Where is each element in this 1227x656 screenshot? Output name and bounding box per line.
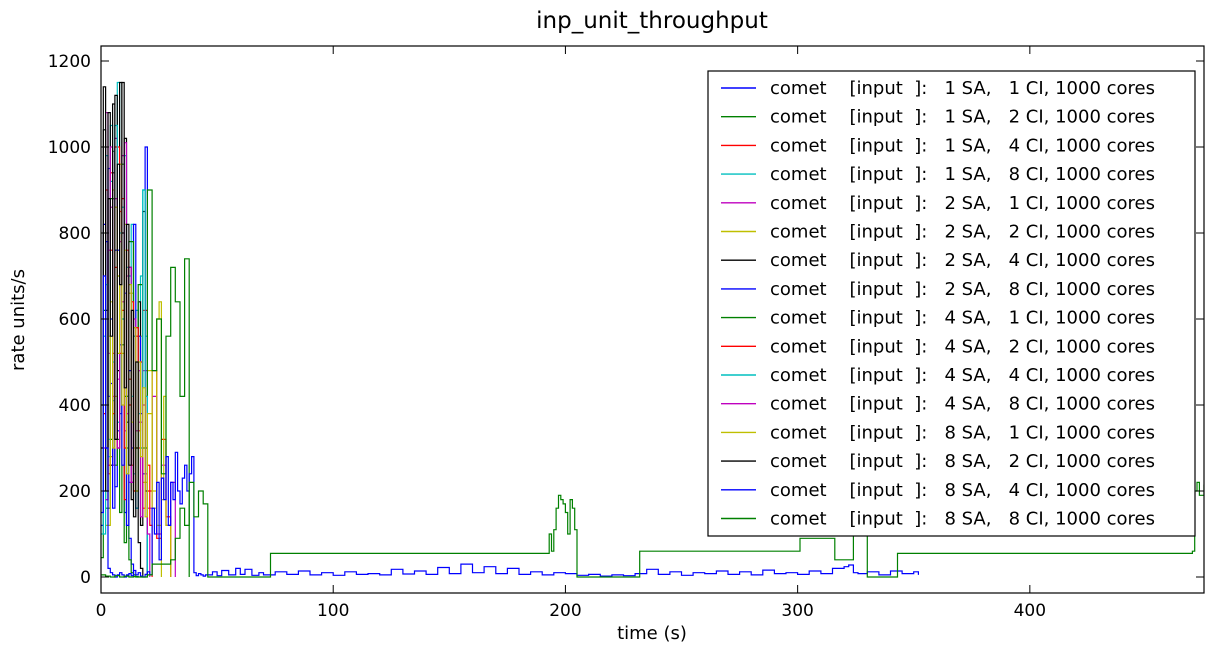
y-tick-label: 400 xyxy=(59,396,91,416)
y-tick-label: 200 xyxy=(59,482,91,502)
x-axis-label: time (s) xyxy=(617,623,687,644)
legend-label: comet [input ]: 4 SA, 8 CI, 1000 cores xyxy=(770,394,1155,415)
x-tick-label: 100 xyxy=(317,601,349,621)
y-tick-label: 600 xyxy=(59,310,91,330)
legend-label: comet [input ]: 8 SA, 4 CI, 1000 cores xyxy=(770,480,1155,501)
legend-label: comet [input ]: 1 SA, 1 CI, 1000 cores xyxy=(770,78,1155,99)
legend: comet [input ]: 1 SA, 1 CI, 1000 cores co… xyxy=(707,70,1196,537)
legend-label: comet [input ]: 2 SA, 8 CI, 1000 cores xyxy=(770,279,1155,300)
chart-title: inp_unit_throughput xyxy=(536,8,768,34)
legend-label: comet [input ]: 8 SA, 2 CI, 1000 cores xyxy=(770,451,1155,472)
y-tick-label: 800 xyxy=(59,224,91,244)
legend-label: comet [input ]: 4 SA, 2 CI, 1000 cores xyxy=(770,336,1155,357)
series-line-5 xyxy=(103,112,176,577)
series-line-16 xyxy=(101,481,1204,578)
y-tick-label: 1200 xyxy=(48,52,91,72)
y-tick-label: 0 xyxy=(80,568,91,588)
series-line-15 xyxy=(101,275,919,578)
legend-label: comet [input ]: 1 SA, 4 CI, 1000 cores xyxy=(770,135,1155,156)
legend-label: comet [input ]: 2 SA, 2 CI, 1000 cores xyxy=(770,222,1155,243)
legend-label: comet [input ]: 2 SA, 4 CI, 1000 cores xyxy=(770,250,1155,271)
legend-label: comet [input ]: 8 SA, 8 CI, 1000 cores xyxy=(770,509,1155,530)
x-tick-label: 400 xyxy=(1014,601,1046,621)
legend-box xyxy=(707,70,1196,537)
legend-label: comet [input ]: 2 SA, 1 CI, 1000 cores xyxy=(770,193,1155,214)
legend-label: comet [input ]: 1 SA, 8 CI, 1000 cores xyxy=(770,164,1155,185)
axes: 0 100 200 300 400 0 200 400 600 800 1000 1200 xyxy=(48,45,1205,621)
series-line-14 xyxy=(101,81,144,577)
x-tick-label: 300 xyxy=(781,601,813,621)
y-tick-label: 1000 xyxy=(48,138,91,158)
legend-label: comet [input ]: 8 SA, 1 CI, 1000 cores xyxy=(770,422,1155,443)
plot-area xyxy=(101,81,1204,578)
legend-label: comet [input ]: 4 SA, 4 CI, 1000 cores xyxy=(770,365,1155,386)
legend-label: comet [input ]: 4 SA, 1 CI, 1000 cores xyxy=(770,308,1155,329)
y-axis-label: rate units/s xyxy=(8,269,29,371)
legend-label: comet [input ]: 1 SA, 2 CI, 1000 cores xyxy=(770,107,1155,128)
x-tick-label: 0 xyxy=(96,601,107,621)
x-tick-label: 200 xyxy=(549,601,581,621)
